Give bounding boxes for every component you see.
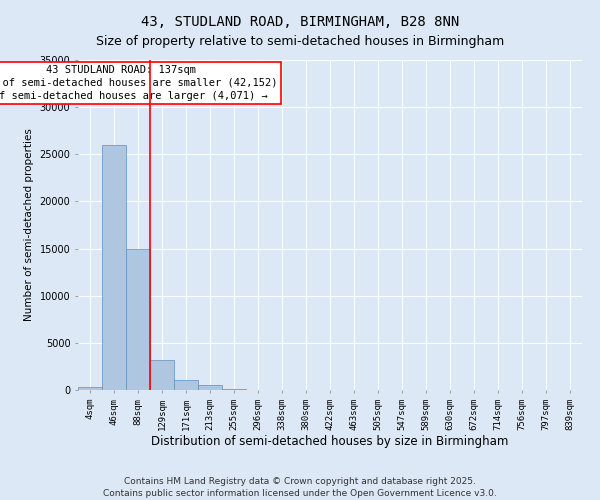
- Bar: [150, 360, 174, 390]
- Text: 43, STUDLAND ROAD, BIRMINGHAM, B28 8NN: 43, STUDLAND ROAD, BIRMINGHAM, B28 8NN: [141, 15, 459, 29]
- Bar: [174, 380, 198, 390]
- Bar: [198, 386, 222, 390]
- Bar: [102, 145, 126, 390]
- Text: Size of property relative to semi-detached houses in Birmingham: Size of property relative to semi-detach…: [96, 35, 504, 48]
- X-axis label: Distribution of semi-detached houses by size in Birmingham: Distribution of semi-detached houses by …: [151, 436, 509, 448]
- Text: 43 STUDLAND ROAD: 137sqm
← 91% of semi-detached houses are smaller (42,152)
9% o: 43 STUDLAND ROAD: 137sqm ← 91% of semi-d…: [0, 64, 277, 101]
- Bar: [222, 389, 246, 390]
- Y-axis label: Number of semi-detached properties: Number of semi-detached properties: [24, 128, 34, 322]
- Bar: [126, 248, 150, 390]
- Bar: [78, 387, 102, 390]
- Text: Contains HM Land Registry data © Crown copyright and database right 2025.
Contai: Contains HM Land Registry data © Crown c…: [103, 476, 497, 498]
